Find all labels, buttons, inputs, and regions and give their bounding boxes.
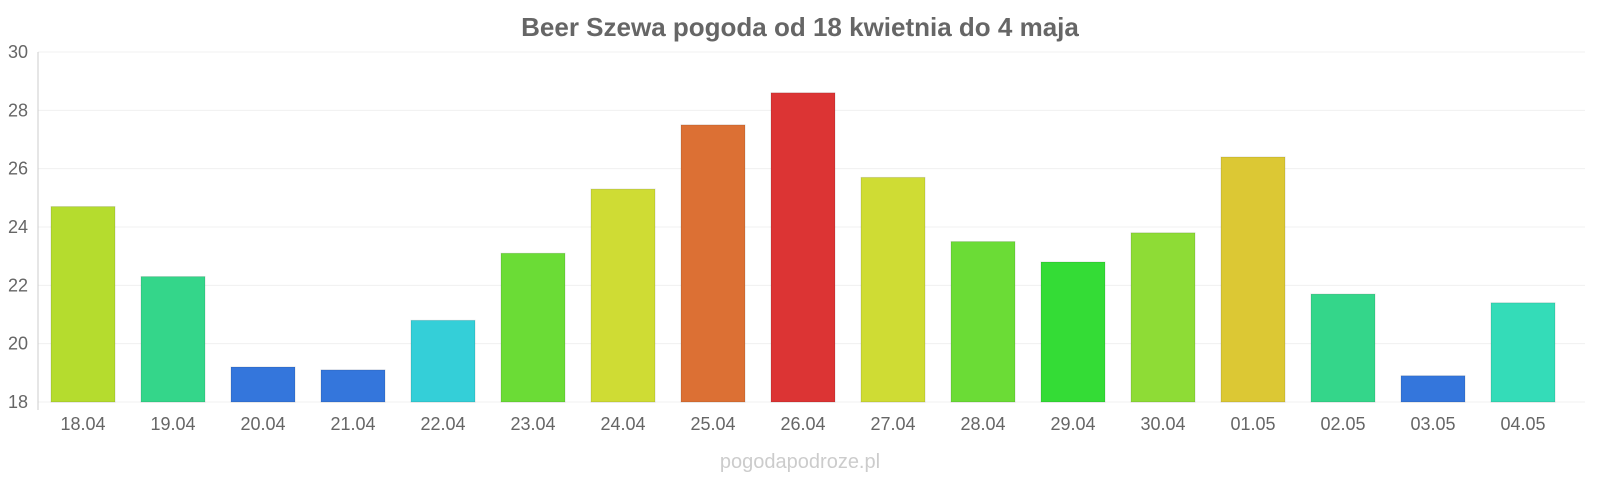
x-tick-label: 29.04 <box>1050 414 1095 434</box>
bar-27.04 <box>860 176 926 403</box>
bar-22.04 <box>410 319 476 403</box>
x-tick-label: 25.04 <box>690 414 735 434</box>
x-tick-label: 24.04 <box>600 414 645 434</box>
x-tick-label: 27.04 <box>870 414 915 434</box>
watermark: pogodapodroze.pl <box>720 451 880 473</box>
x-tick-label: 22.04 <box>420 414 465 434</box>
y-tick-label: 26 <box>8 159 28 179</box>
y-axis-ticks: 18 20 22 24 26 28 30 <box>8 42 28 412</box>
x-tick-label: 28.04 <box>960 414 1005 434</box>
y-tick-label: 24 <box>8 217 28 237</box>
y-tick-label: 22 <box>8 275 28 295</box>
chart-title: Beer Szewa pogoda od 18 kwietnia do 4 ma… <box>521 12 1079 42</box>
y-tick-label: 28 <box>8 100 28 120</box>
bar-26.04 <box>770 92 836 403</box>
bar-23.04 <box>500 252 566 403</box>
x-tick-label: 18.04 <box>60 414 105 434</box>
x-tick-label: 23.04 <box>510 414 555 434</box>
x-axis-ticks: 18.04 19.04 20.04 21.04 22.04 23.04 24.04 25.04… <box>60 414 1545 434</box>
bar-18.04 <box>50 206 116 403</box>
y-tick-label: 30 <box>8 42 28 62</box>
bar-25.04 <box>680 124 746 403</box>
x-tick-label: 26.04 <box>780 414 825 434</box>
bar-20.04 <box>230 366 296 403</box>
x-tick-label: 21.04 <box>330 414 375 434</box>
x-tick-label: 19.04 <box>150 414 195 434</box>
bar-28.04 <box>950 241 1016 403</box>
x-tick-label: 04.05 <box>1500 414 1545 434</box>
x-tick-label: 01.05 <box>1230 414 1275 434</box>
bar-24.04 <box>590 188 656 403</box>
y-tick-label: 20 <box>8 334 28 354</box>
x-tick-label: 20.04 <box>240 414 285 434</box>
x-tick-label: 03.05 <box>1410 414 1455 434</box>
bar-21.04 <box>320 369 386 403</box>
bar-29.04 <box>1040 261 1106 403</box>
bar-02.05 <box>1310 293 1376 403</box>
y-tick-label: 18 <box>8 392 28 412</box>
bar-19.04 <box>140 276 206 403</box>
bars <box>50 92 1556 403</box>
bar-04.05 <box>1490 302 1556 403</box>
x-tick-label: 30.04 <box>1140 414 1185 434</box>
bar-01.05 <box>1220 156 1286 403</box>
bar-30.04 <box>1130 232 1196 403</box>
x-tick-label: 02.05 <box>1320 414 1365 434</box>
bar-03.05 <box>1400 375 1466 403</box>
